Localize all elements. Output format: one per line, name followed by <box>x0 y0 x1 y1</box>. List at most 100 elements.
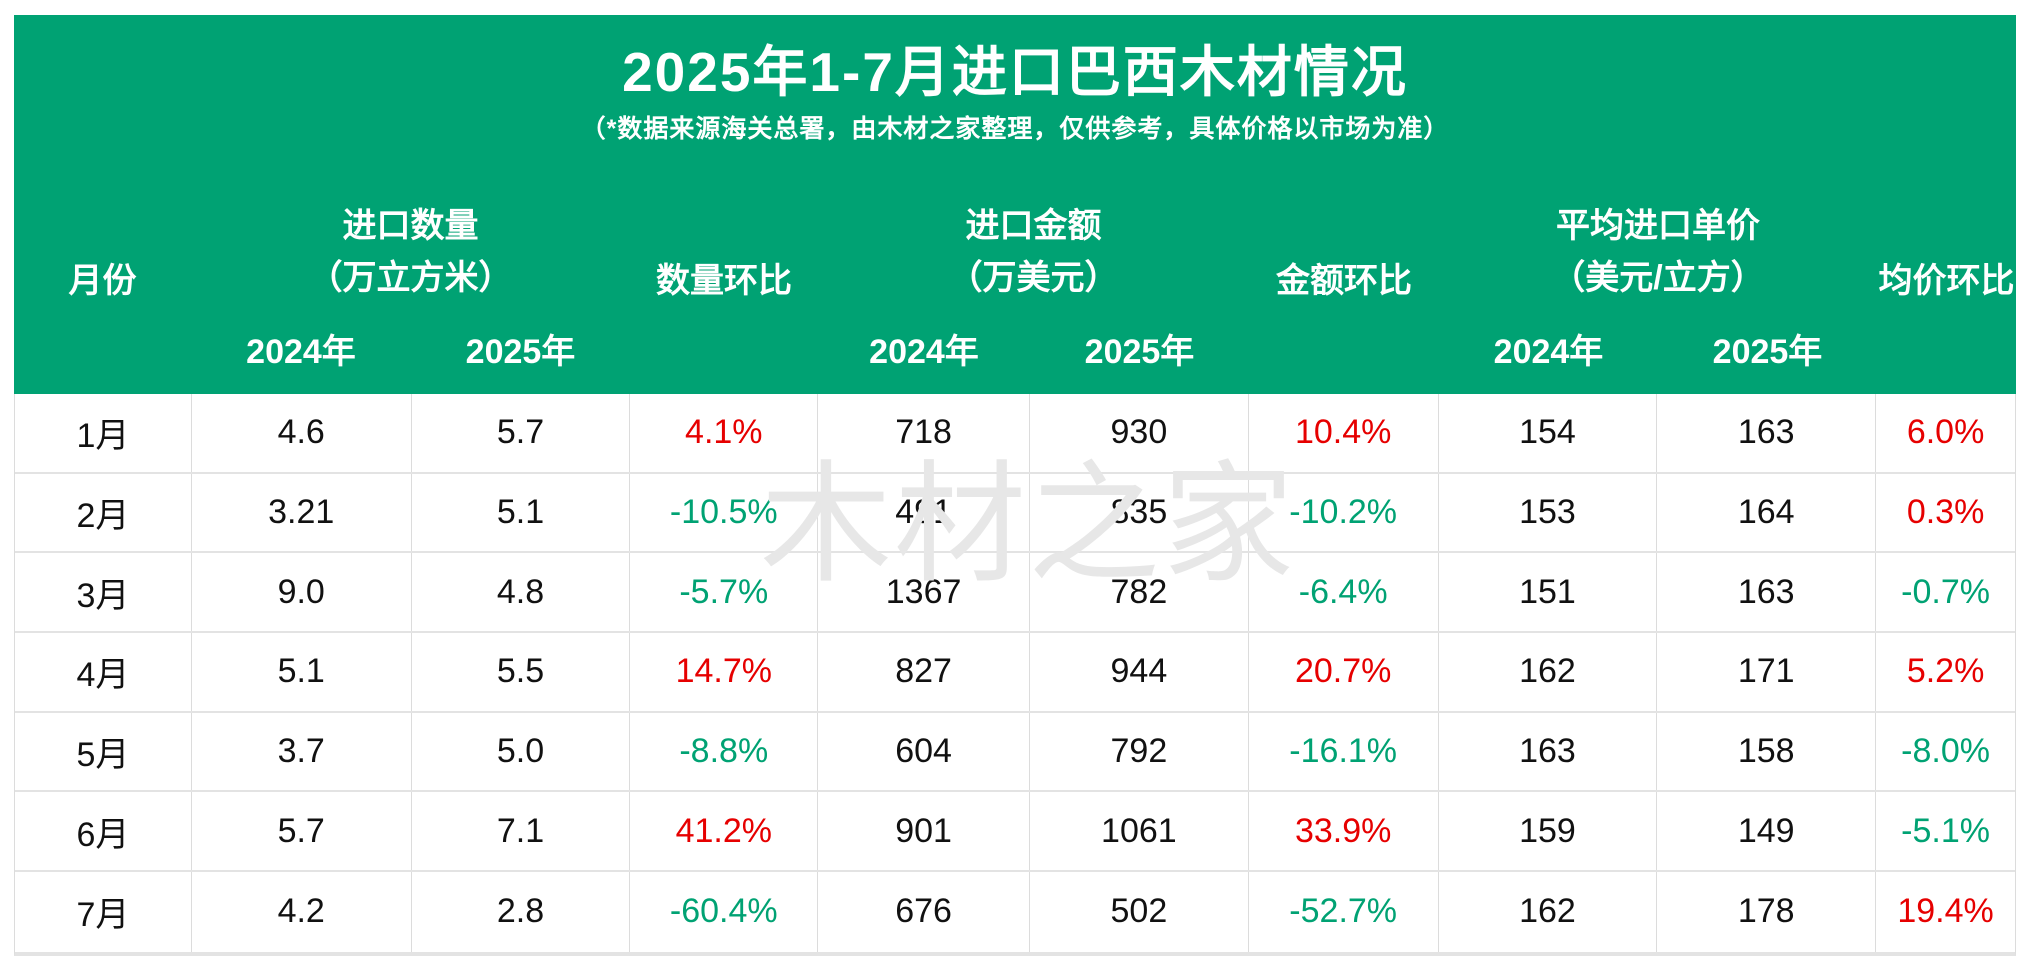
cell-amount-2024: 1367 <box>818 553 1030 632</box>
cell-month: 2月 <box>15 473 192 552</box>
table-row: 7月 4.2 2.8 -60.4% 676 502 -52.7% 162 178… <box>15 872 2015 952</box>
cell-quantity-mom: 4.1% <box>630 394 819 472</box>
group-label: 进口金额 <box>965 207 1102 245</box>
cell-quantity-2024: 9.0 <box>192 553 412 632</box>
cell-quantity-mom: 41.2% <box>630 792 819 871</box>
cell-amount-mom: 20.7% <box>1249 633 1439 711</box>
cell-quantity-2025: 5.0 <box>412 712 631 791</box>
group-unit: （万立方米） <box>308 259 513 297</box>
cell-amount-2025: 792 <box>1030 712 1249 791</box>
cell-month: 4月 <box>15 633 192 711</box>
cell-quantity-mom: -8.8% <box>630 712 819 791</box>
year-header-2025: 2025年 <box>465 333 576 371</box>
table-row: 5月 3.7 5.0 -8.8% 604 792 -16.1% 163 158 … <box>15 712 2015 793</box>
cell-quantity-2025: 5.1 <box>412 473 631 552</box>
cell-amount-2024: 827 <box>818 633 1030 711</box>
column-header-amount-mom: 金额环比 <box>1276 261 1412 300</box>
year-header-2024: 2024年 <box>869 333 979 371</box>
page-title: 2025年1-7月进口巴西木材情况 <box>622 40 1408 103</box>
cell-price-mom: -0.7% <box>1901 572 1990 611</box>
cell-quantity-2024: 3.7 <box>192 712 412 791</box>
cell-price-mom: -8.0% <box>1901 732 1990 771</box>
column-header-grid: 月份 进口数量 （万立方米） 数量环比 进口金额 （万美元） 金额环比 平均进口… <box>14 160 2016 394</box>
cell-price-2024: 162 <box>1439 633 1658 711</box>
column-group-average-unit-price: 平均进口单价 （美元/立方） <box>1439 160 1877 310</box>
cell-price-2025: 163 <box>1657 553 1877 632</box>
year-header-2025: 2025年 <box>1712 333 1823 371</box>
cell-amount-2025: 930 <box>1030 394 1249 472</box>
cell-quantity-mom: 14.7% <box>630 633 819 711</box>
cell-price-2024: 153 <box>1439 473 1658 552</box>
cell-quantity-2024: 4.6 <box>192 394 412 472</box>
cell-amount-mom: -10.2% <box>1249 473 1439 552</box>
cell-amount-2025: 835 <box>1030 473 1249 552</box>
cell-price-2025: 178 <box>1657 872 1877 952</box>
cell-quantity-2024: 3.21 <box>192 473 412 552</box>
group-unit: （美元/立方） <box>1551 259 1765 297</box>
cell-quantity-2025: 4.8 <box>412 553 631 632</box>
year-header-2024: 2024年 <box>246 333 356 371</box>
cell-quantity-mom: -5.7% <box>630 553 819 632</box>
column-header-quantity-mom: 数量环比 <box>656 261 792 300</box>
page-subtitle: （*数据来源海关总署，由木材之家整理，仅供参考，具体价格以市场为准） <box>580 114 1450 143</box>
cell-price-mom: 5.2% <box>1906 652 1985 691</box>
table-body: 1月 4.6 5.7 4.1% 718 930 10.4% 154 163 6.… <box>14 394 2016 956</box>
cell-price-mom: 0.3% <box>1906 493 1985 532</box>
cell-month: 3月 <box>15 553 192 632</box>
cell-month: 7月 <box>15 872 192 952</box>
table-row: 1月 4.6 5.7 4.1% 718 930 10.4% 154 163 6.… <box>15 394 2015 474</box>
title-area: 2025年1-7月进口巴西木材情况 （*数据来源海关总署，由木材之家整理，仅供参… <box>14 15 2016 160</box>
cell-month: 6月 <box>15 792 192 871</box>
cell-amount-mom: -16.1% <box>1249 712 1439 791</box>
column-header-month: 月份 <box>68 261 137 300</box>
cell-amount-2025: 502 <box>1030 872 1249 952</box>
cell-amount-mom: 33.9% <box>1249 792 1439 871</box>
group-unit: （万美元） <box>948 259 1119 297</box>
cell-amount-2024: 718 <box>818 394 1030 472</box>
cell-quantity-2024: 5.1 <box>192 633 412 711</box>
cell-price-2024: 159 <box>1439 792 1658 871</box>
cell-price-mom: 19.4% <box>1897 892 1994 931</box>
cell-quantity-2025: 2.8 <box>412 872 631 952</box>
cell-price-2025: 163 <box>1657 394 1877 472</box>
group-label: 进口数量 <box>342 207 479 245</box>
cell-price-2025: 171 <box>1657 633 1877 711</box>
cell-price-2024: 154 <box>1439 394 1658 472</box>
column-group-import-quantity: 进口数量 （万立方米） <box>191 160 630 310</box>
cell-quantity-2025: 5.5 <box>412 633 631 711</box>
group-label: 平均进口单价 <box>1556 207 1760 245</box>
cell-quantity-2025: 5.7 <box>412 394 631 472</box>
cell-price-2024: 163 <box>1439 712 1658 791</box>
cell-price-2024: 162 <box>1439 872 1658 952</box>
table-row: 6月 5.7 7.1 41.2% 901 1061 33.9% 159 149 … <box>15 792 2015 873</box>
cell-amount-mom: -6.4% <box>1249 553 1439 632</box>
cell-quantity-2025: 7.1 <box>412 792 631 871</box>
cell-price-2025: 164 <box>1657 473 1877 552</box>
cell-quantity-mom: -10.5% <box>630 473 819 552</box>
column-group-import-amount: 进口金额 （万美元） <box>818 160 1249 310</box>
cell-month: 5月 <box>15 712 192 791</box>
column-header-price-mom: 均价环比 <box>1878 261 2015 300</box>
cell-amount-mom: -52.7% <box>1249 872 1439 952</box>
cell-quantity-2024: 4.2 <box>192 872 412 952</box>
year-header-2024: 2024年 <box>1493 333 1604 371</box>
cell-quantity-mom: -60.4% <box>630 872 819 952</box>
cell-amount-2025: 782 <box>1030 553 1249 632</box>
cell-amount-2025: 944 <box>1030 633 1249 711</box>
cell-price-2024: 151 <box>1439 553 1658 632</box>
cell-quantity-2024: 5.7 <box>192 792 412 871</box>
table-row: 4月 5.1 5.5 14.7% 827 944 20.7% 162 171 5… <box>15 633 2015 713</box>
cell-amount-2024: 604 <box>818 712 1030 791</box>
cell-amount-2024: 676 <box>818 872 1030 952</box>
cell-amount-2024: 491 <box>818 473 1030 552</box>
table-row: 3月 9.0 4.8 -5.7% 1367 782 -6.4% 151 163 … <box>15 553 2015 634</box>
cell-amount-mom: 10.4% <box>1249 394 1439 472</box>
cell-amount-2025: 1061 <box>1030 792 1249 871</box>
cell-amount-2024: 901 <box>818 792 1030 871</box>
cell-price-2025: 158 <box>1657 712 1877 791</box>
table-header-block: 2025年1-7月进口巴西木材情况 （*数据来源海关总署，由木材之家整理，仅供参… <box>14 15 2016 394</box>
cell-price-mom: 6.0% <box>1906 413 1985 452</box>
cell-price-mom: -5.1% <box>1901 811 1990 850</box>
table-row: 2月 3.21 5.1 -10.5% 491 835 -10.2% 153 16… <box>15 473 2015 554</box>
